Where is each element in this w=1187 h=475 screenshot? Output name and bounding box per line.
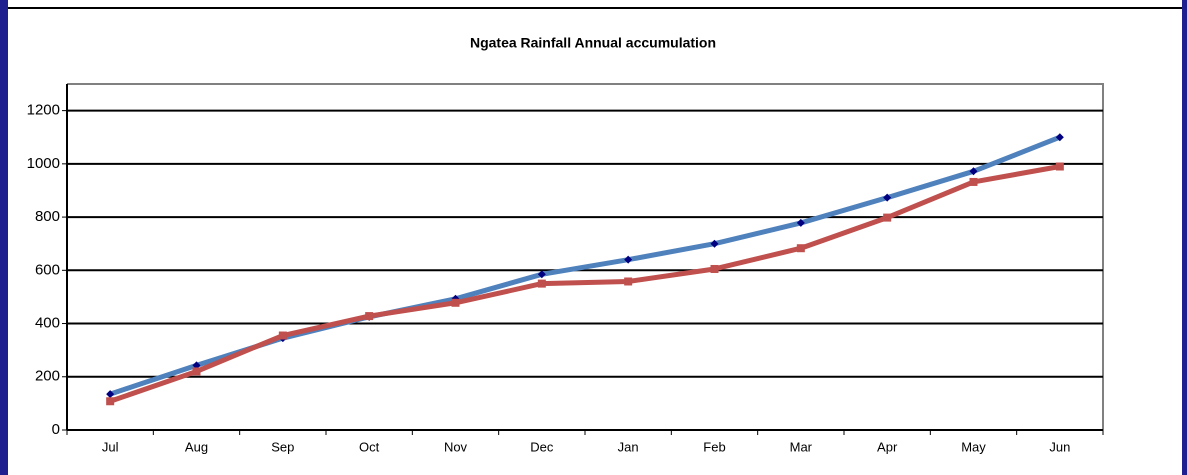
series-line bbox=[109, 134, 1061, 397]
marker bbox=[451, 298, 460, 307]
y-tick-label: 200 bbox=[35, 368, 60, 385]
y-tick-label: 600 bbox=[35, 261, 60, 278]
marker bbox=[1055, 133, 1064, 142]
x-tick-label: May bbox=[961, 439, 986, 454]
right-border bbox=[1182, 0, 1187, 475]
marker bbox=[883, 213, 892, 222]
x-tick-label: Mar bbox=[790, 439, 813, 454]
marker bbox=[106, 397, 115, 406]
marker bbox=[106, 390, 115, 399]
marker bbox=[192, 361, 201, 370]
y-tick-label: 1200 bbox=[27, 102, 60, 119]
x-tick-label: Nov bbox=[444, 439, 468, 454]
marker bbox=[192, 367, 201, 376]
marker bbox=[365, 312, 374, 321]
y-tick-label: 800 bbox=[35, 208, 60, 225]
y-tick-label: 0 bbox=[52, 421, 60, 438]
marker bbox=[969, 177, 978, 186]
series-line bbox=[109, 164, 1061, 404]
x-tick-label: Dec bbox=[530, 439, 554, 454]
marker bbox=[969, 167, 978, 176]
x-tick-label: Jan bbox=[618, 439, 639, 454]
y-tick-label: 400 bbox=[35, 315, 60, 332]
x-tick-label: Aug bbox=[185, 439, 208, 454]
plot-border bbox=[67, 83, 1104, 430]
marker bbox=[624, 255, 633, 264]
x-tick-label: Apr bbox=[877, 439, 898, 454]
y-tick-label: 1000 bbox=[27, 155, 60, 172]
x-tick-label: Oct bbox=[359, 439, 380, 454]
marker bbox=[537, 270, 546, 279]
marker bbox=[278, 331, 287, 340]
x-tick-label: Jul bbox=[102, 439, 119, 454]
marker bbox=[796, 244, 805, 253]
x-tick-label: Feb bbox=[703, 439, 725, 454]
marker bbox=[1055, 162, 1064, 171]
marker bbox=[710, 264, 719, 273]
x-tick-label: Jun bbox=[1049, 439, 1070, 454]
marker bbox=[796, 218, 805, 227]
marker bbox=[624, 277, 633, 286]
marker bbox=[883, 193, 892, 202]
x-tick-label: Sep bbox=[271, 439, 294, 454]
chart-title: Ngatea Rainfall Annual accumulation bbox=[470, 35, 716, 51]
left-border bbox=[0, 0, 8, 475]
marker bbox=[537, 279, 546, 288]
marker bbox=[710, 239, 719, 248]
